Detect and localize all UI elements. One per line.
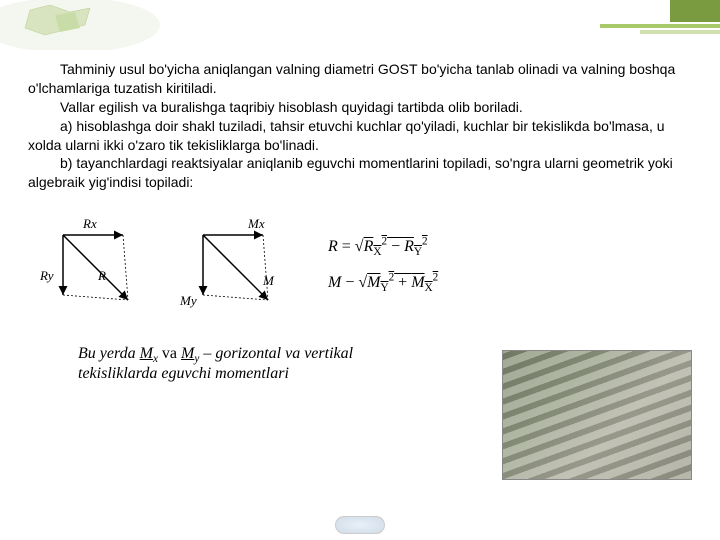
formula-m: M − √MY2 + MX2	[328, 265, 438, 301]
label-my: My	[179, 293, 197, 308]
shaft-photo	[502, 350, 692, 480]
vector-diagram-r: Rx Ry R	[28, 210, 158, 320]
footer-logo-icon	[335, 516, 385, 534]
header-map-icon	[0, 0, 180, 50]
formula-r: R = √RX2 − RY2	[328, 229, 438, 265]
label-ry: Ry	[39, 268, 54, 283]
formula-block: R = √RX2 − RY2 M − √MY2 + MX2	[328, 229, 438, 301]
label-rx: Rx	[82, 216, 97, 231]
slide-header	[0, 0, 720, 50]
slide-footer	[0, 510, 720, 540]
label-mx: Mx	[247, 216, 265, 231]
content-area: Tahminiy usul bo'yicha aniqlangan valnin…	[0, 50, 720, 383]
caption-text: Bu yerda Mx va My – gorizontal va vertik…	[78, 345, 418, 383]
paragraph-1: Tahminiy usul bo'yicha aniqlangan valnin…	[28, 60, 692, 98]
paragraph-2: Vallar egilish va buralishga taqribiy hi…	[28, 98, 692, 117]
label-m: M	[262, 273, 275, 288]
paragraph-3: a) hisoblashga doir shakl tuziladi, tahs…	[28, 117, 692, 155]
paragraph-4: b) tayanchlardagi reaktsiyalar aniqlanib…	[28, 154, 692, 192]
diagram-row: Rx Ry R Mx My M	[28, 210, 692, 320]
header-corner-icon	[600, 0, 720, 40]
vector-diagram-m: Mx My M	[168, 210, 298, 320]
label-r: R	[97, 268, 106, 283]
